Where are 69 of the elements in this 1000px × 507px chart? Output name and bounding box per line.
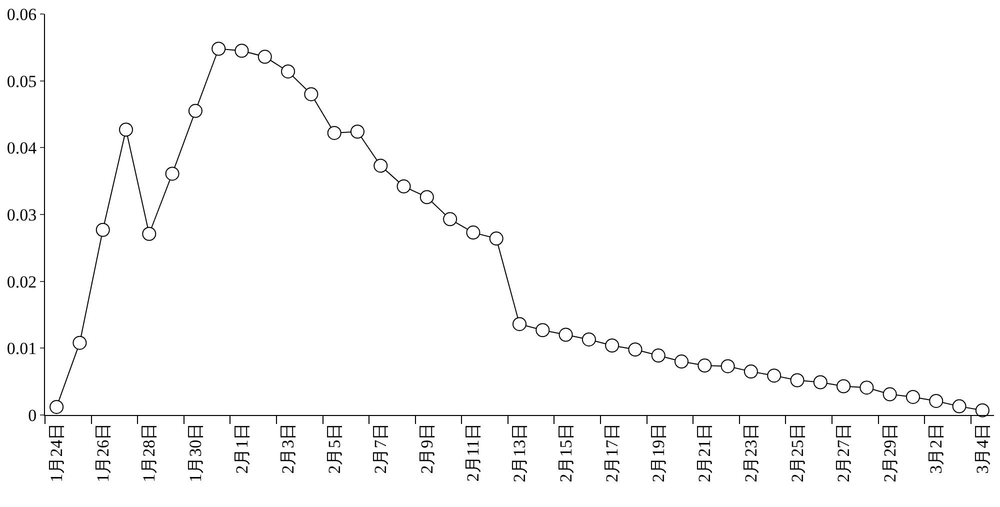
point [165, 166, 180, 181]
point [72, 336, 87, 350]
point [929, 394, 944, 408]
point [212, 42, 226, 56]
x-tick-label: 1月28日 [140, 422, 159, 482]
x-tick-label: 1月26日 [93, 422, 112, 482]
x-tick-label: 1月30日 [186, 422, 205, 482]
point [96, 222, 110, 237]
y-tick-label: 0 [28, 406, 37, 425]
point [698, 358, 712, 373]
point [536, 323, 550, 338]
point [281, 64, 296, 78]
point [374, 158, 388, 173]
point [605, 338, 620, 352]
x-tick-label: 2月17日 [602, 422, 622, 482]
x-tick-label: 2月23日 [741, 422, 760, 482]
point [420, 190, 434, 204]
x-tick-label: 3月2日 [926, 422, 946, 474]
point [651, 348, 666, 363]
point [142, 226, 156, 241]
point [350, 124, 364, 139]
point [813, 375, 828, 390]
x-tick-label: 2月19日 [648, 422, 668, 482]
x-tick-label: 2月7日 [371, 422, 390, 474]
point [50, 400, 64, 414]
point [188, 104, 202, 118]
point [744, 364, 758, 379]
point [882, 387, 897, 402]
x-tick-label: 2月15日 [556, 422, 576, 482]
point [396, 179, 411, 194]
point [975, 403, 990, 418]
point [327, 126, 342, 140]
point [582, 332, 596, 346]
y-tick-label: 0.05 [6, 72, 37, 91]
x-tick-label: 2月9日 [417, 422, 436, 474]
point [304, 87, 318, 102]
point [258, 50, 272, 64]
point [489, 232, 504, 246]
x-tick-label: 2月25日 [788, 422, 807, 482]
point [466, 226, 480, 240]
x-tick-label: 1月24日 [47, 422, 66, 482]
point [234, 44, 249, 58]
y-tick-label: 0.02 [6, 272, 37, 292]
x-tick-label: 2月3日 [278, 422, 298, 474]
y-tick-label: 0.03 [6, 205, 37, 224]
point [512, 317, 526, 332]
point [790, 373, 804, 388]
x-tick-label: 2月29日 [880, 422, 900, 482]
x-tick-label: 3月4日 [972, 422, 992, 474]
x-tick-label: 2月11日 [464, 422, 483, 482]
point [119, 122, 134, 137]
point [443, 212, 458, 226]
point [674, 354, 689, 369]
point [906, 390, 920, 404]
point [836, 379, 851, 394]
y-tick-label: 0.06 [6, 4, 37, 24]
x-tick-label: 2月13日 [510, 422, 530, 482]
y-tick-label: 0.01 [6, 339, 37, 358]
point [860, 380, 874, 395]
x-tick-label: 2月1日 [232, 422, 252, 474]
point [952, 399, 966, 414]
point [767, 368, 782, 383]
x-tick-label: 2月5日 [324, 422, 344, 474]
point [558, 328, 573, 342]
x-tick-label: 2月27日 [834, 422, 854, 482]
point [628, 342, 642, 356]
y-tick-label: 0.04 [6, 138, 38, 158]
point [720, 359, 735, 374]
x-tick-label: 2月21日 [695, 422, 714, 482]
